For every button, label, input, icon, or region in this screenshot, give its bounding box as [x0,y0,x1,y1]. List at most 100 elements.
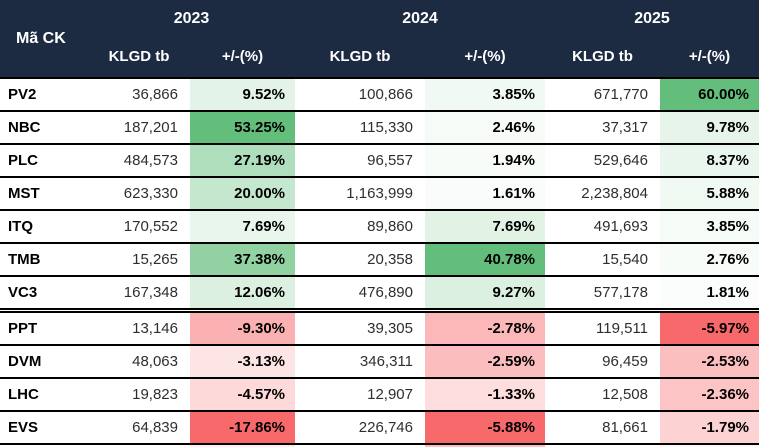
ticker-cell: NBC [0,110,88,144]
ticker-cell: DVM [0,344,88,378]
table-row: LHC 19,823 -4.57% 12,907 -1.33% 12,508 -2.36% [0,377,759,411]
ticker-cell: PLC [0,143,88,177]
volume-cell: 2,238,804 [545,176,660,210]
volume-cell: 15,540 [545,242,660,276]
change-cell: 2.76% [660,242,759,276]
volume-cell: 96,557 [295,143,425,177]
volume-cell: 577,178 [545,275,660,311]
volume-cell: 1,163,999 [295,176,425,210]
volume-header-2024: KLGD tb [295,35,425,78]
volume-cell: 15,265 [88,242,190,276]
ticker-cell: PPT [0,308,88,345]
change-cell: -2.36% [660,377,759,411]
change-header-2024: +/-(%) [425,35,545,78]
table-row: DVM 48,063 -3.13% 346,311 -2.59% 96,459 -2.53% [0,344,759,378]
volume-cell: 20,358 [295,242,425,276]
year-header-2024: 2024 [295,0,545,35]
ticker-cell: TMB [0,242,88,276]
change-cell: 40.78% [425,242,545,276]
change-cell: 60.00% [660,77,759,111]
volume-cell: 60,024 [295,443,425,447]
volume-cell: 671,770 [545,77,660,111]
volume-cell: 64,839 [88,410,190,444]
volume-cell: 170,552 [88,209,190,243]
change-cell: 9.27% [425,275,545,311]
table-row: VC3 167,348 12.06% 476,890 9.27% 577,178 1.81% [0,275,759,311]
ticker-cell: PV2 [0,77,88,111]
table-row: PV2 36,866 9.52% 100,866 3.85% 671,770 60.00% [0,77,759,111]
change-cell: 3.85% [660,209,759,243]
volume-cell: 12,907 [295,377,425,411]
volume-cell: 12,508 [545,377,660,411]
volume-cell: 13,146 [88,308,190,345]
change-cell: -2.78% [425,308,545,345]
volume-cell: 172,013 [88,443,190,447]
ticker-cell: LHC [0,377,88,411]
change-cell: 9.78% [660,110,759,144]
change-cell: 7.69% [190,209,295,243]
change-cell: 12.06% [190,275,295,311]
change-cell: 1.94% [425,143,545,177]
table-body: PV2 36,866 9.52% 100,866 3.85% 671,770 60.00% N… [0,77,759,447]
table-row: PLC 484,573 27.19% 96,557 1.94% 529,646 8.37% [0,143,759,177]
change-header-2023: +/-(%) [190,35,295,78]
change-cell: -0.31% [660,443,759,447]
volume-cell: 48,063 [88,344,190,378]
table-row: NBC 187,201 53.25% 115,330 2.46% 37,317 9.78% [0,110,759,144]
table-row: SCG172,013-2.10%60,024-2.67%39,885-0.31% [0,443,759,447]
volume-cell: 81,661 [545,410,660,444]
table-row: MST 623,330 20.00% 1,163,999 1.61% 2,238,804 5… [0,176,759,210]
ticker-cell: VC3 [0,275,88,311]
volume-cell: 476,890 [295,275,425,311]
volume-cell: 119,511 [545,308,660,345]
volume-cell: 529,646 [545,143,660,177]
volume-cell: 346,311 [295,344,425,378]
change-cell: -1.79% [660,410,759,444]
change-cell: 1.81% [660,275,759,311]
table-row: EVS 64,839 -17.86% 226,746 -5.88% 81,661 -1.79… [0,410,759,444]
change-cell: -2.53% [660,344,759,378]
volume-cell: 187,201 [88,110,190,144]
ticker-cell: ITQ [0,209,88,243]
volume-cell: 37,317 [545,110,660,144]
change-cell: 5.88% [660,176,759,210]
year-header-2025: 2025 [545,0,759,35]
ticker-cell: MST [0,176,88,210]
volume-cell: 491,693 [545,209,660,243]
table-row: ITQ 170,552 7.69% 89,860 7.69% 491,693 3.85% [0,209,759,243]
volume-cell: 623,330 [88,176,190,210]
volume-cell: 36,866 [88,77,190,111]
change-cell: 7.69% [425,209,545,243]
change-cell: -5.88% [425,410,545,444]
year-header-2023: 2023 [88,0,295,35]
ticker-column-header: Mã CK [0,0,88,78]
change-cell: 1.61% [425,176,545,210]
header-sub-row: KLGD tb +/-(%) KLGD tb +/-(%) KLGD tb +/… [0,35,759,78]
volume-header-2025: KLGD tb [545,35,660,78]
change-cell: -9.30% [190,308,295,345]
volume-cell: 115,330 [295,110,425,144]
volume-cell: 226,746 [295,410,425,444]
change-cell: -1.33% [425,377,545,411]
change-cell: -2.67% [425,443,545,447]
table-row: TMB 15,265 37.38% 20,358 40.78% 15,540 2.76% [0,242,759,276]
change-cell: -2.10% [190,443,295,447]
volume-cell: 167,348 [88,275,190,311]
volume-cell: 484,573 [88,143,190,177]
volume-cell: 89,860 [295,209,425,243]
change-cell: -17.86% [190,410,295,444]
volume-header-2023: KLGD tb [88,35,190,78]
change-cell: 8.37% [660,143,759,177]
ticker-cell: EVS [0,410,88,444]
volume-cell: 100,866 [295,77,425,111]
change-cell: -5.97% [660,308,759,345]
change-header-2025: +/-(%) [660,35,759,78]
ticker-cell: SCG [0,443,88,447]
change-cell: -4.57% [190,377,295,411]
volume-cell: 39,885 [545,443,660,447]
volume-cell: 39,305 [295,308,425,345]
change-cell: 53.25% [190,110,295,144]
table-header: Mã CK 2023 2024 2025 KLGD tb +/-(%) KLGD… [0,0,759,78]
change-cell: -3.13% [190,344,295,378]
